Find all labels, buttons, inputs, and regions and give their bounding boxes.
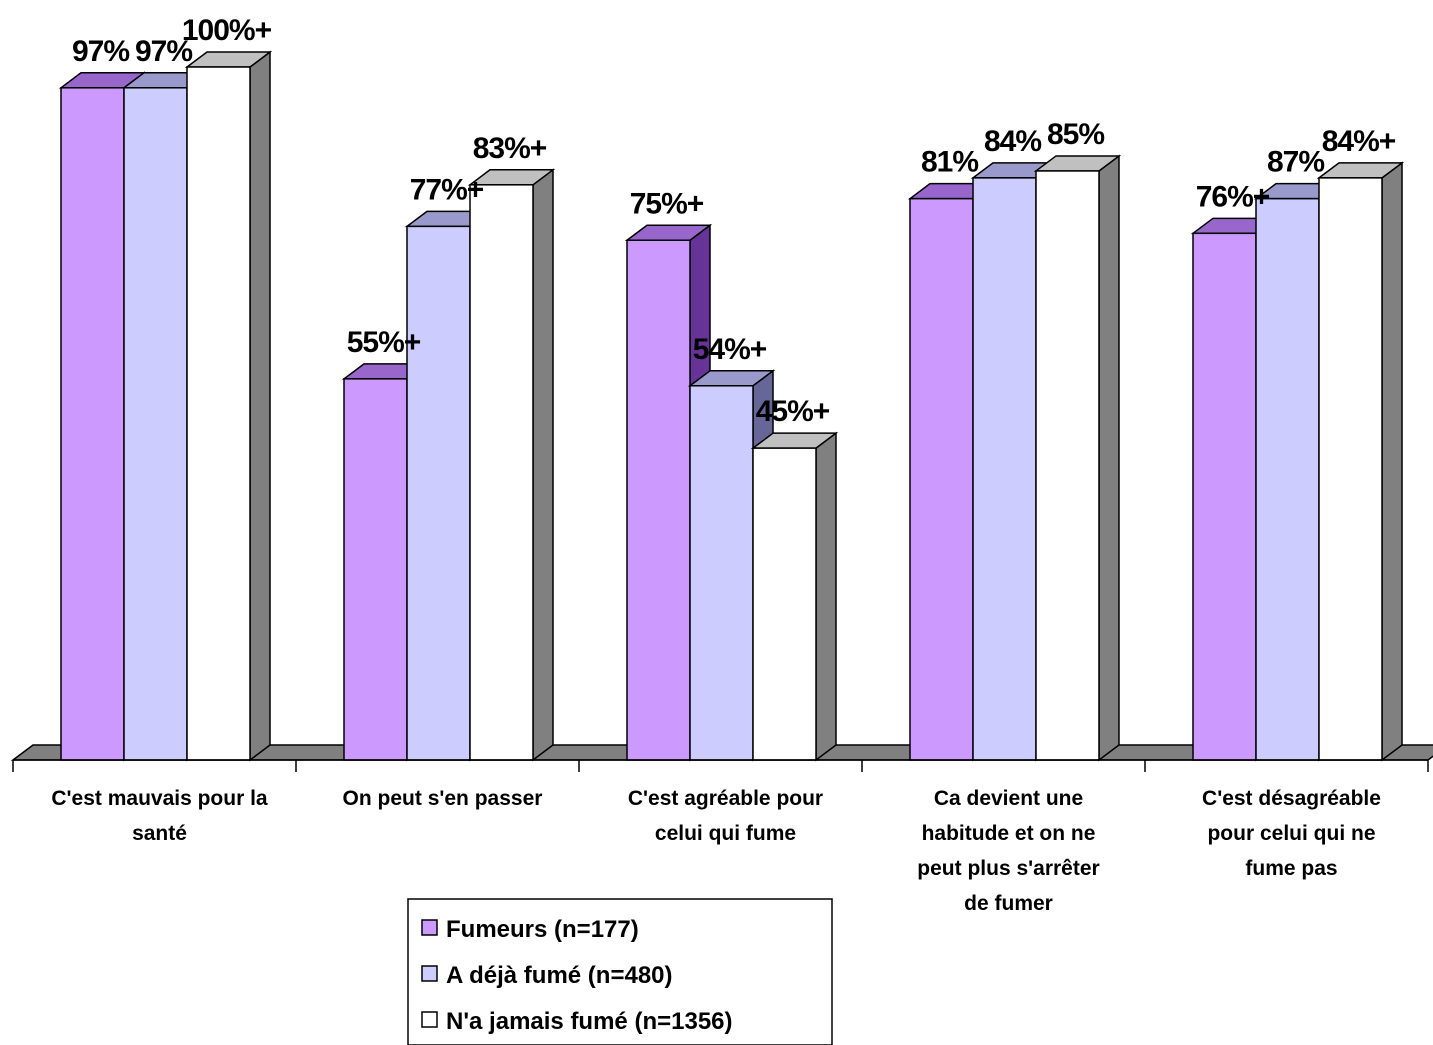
value-label: 84%+ [1322,125,1396,158]
category-label-line: On peut s'en passer [343,787,543,810]
bar [750,431,839,762]
bar-front [406,225,471,761]
category-label-line: celui qui fume [655,822,796,845]
bar-front [186,66,251,761]
category-label: C'est agréable pour celui qui fume [628,787,823,845]
category-label-line: fume pas [1245,857,1337,880]
value-label: 85% [1047,118,1104,151]
value-label: 83%+ [473,132,547,165]
category-label: On peut s'en passer [343,787,543,810]
legend-label: A déjà fumé (n=480) [446,962,673,989]
bar [467,168,556,762]
category-label-line: santé [132,822,187,845]
category-label-line: de fumer [964,892,1053,915]
bar-side [1381,161,1403,762]
category-label-line: pour celui qui ne [1207,822,1375,845]
value-label: 84% [984,125,1041,158]
category-label-line: C'est désagréable [1202,787,1381,810]
category-label: Ca devient une habitude et on ne peut plus… [917,787,1099,915]
value-label: 77%+ [410,173,484,206]
bar-side [532,168,554,762]
bar-front [1318,177,1383,761]
bar-front [909,197,974,761]
value-label: 100%+ [182,14,272,47]
legend-box [407,898,833,1045]
bar-front [60,87,125,761]
bar-front [469,184,534,761]
bar-front [1255,197,1320,761]
value-label: 76%+ [1196,180,1270,213]
bar-front [752,447,817,761]
bar [1316,161,1405,762]
bar-side [249,50,271,762]
category-label-line: habitude et on ne [922,822,1096,845]
bar-front [972,177,1037,761]
legend-label: Fumeurs (n=177) [446,916,639,943]
category-label-line: C'est mauvais pour la [51,787,268,810]
legend-swatch [421,965,438,982]
legend-swatch [421,1011,438,1028]
bar-front [689,385,754,761]
value-label: 87% [1267,146,1324,179]
bar-front [626,239,691,761]
value-label: 54%+ [693,333,767,366]
category-label: C'est mauvais pour la santé [51,787,268,845]
category-label-line: peut plus s'arrêter [917,857,1099,880]
bar [1033,154,1122,762]
bar-front [123,87,188,761]
legend-swatch [421,919,438,936]
x-axis: C'est mauvais pour la santé On peut s'en p… [12,759,1429,915]
value-label: 75%+ [630,187,704,220]
value-label: 45%+ [756,395,830,428]
bar-front [1035,170,1100,761]
bar-front [343,378,408,761]
value-label: 81% [921,146,978,179]
value-label: 97% [135,35,192,68]
category-label-line: Ca devient une [934,787,1083,810]
legend-label: N'a jamais fumé (n=1356) [446,1008,733,1035]
bar-front [1192,232,1257,761]
legend: Fumeurs (n=177) A déjà fumé (n=480) N'a ja… [407,898,833,1045]
bars-layer [58,50,1405,762]
value-label: 55%+ [347,326,421,359]
bar-side [815,431,837,762]
bar [184,50,273,762]
value-labels-layer: 97% 97%100%+55%+77%+83%+75%+54%+45%+81%84… [72,14,1397,428]
category-label: C'est désagréable pour celui qui ne fume p… [1202,787,1381,880]
bar-side [1098,154,1120,762]
value-label: 97% [72,35,129,68]
category-label-line: C'est agréable pour [628,787,823,810]
